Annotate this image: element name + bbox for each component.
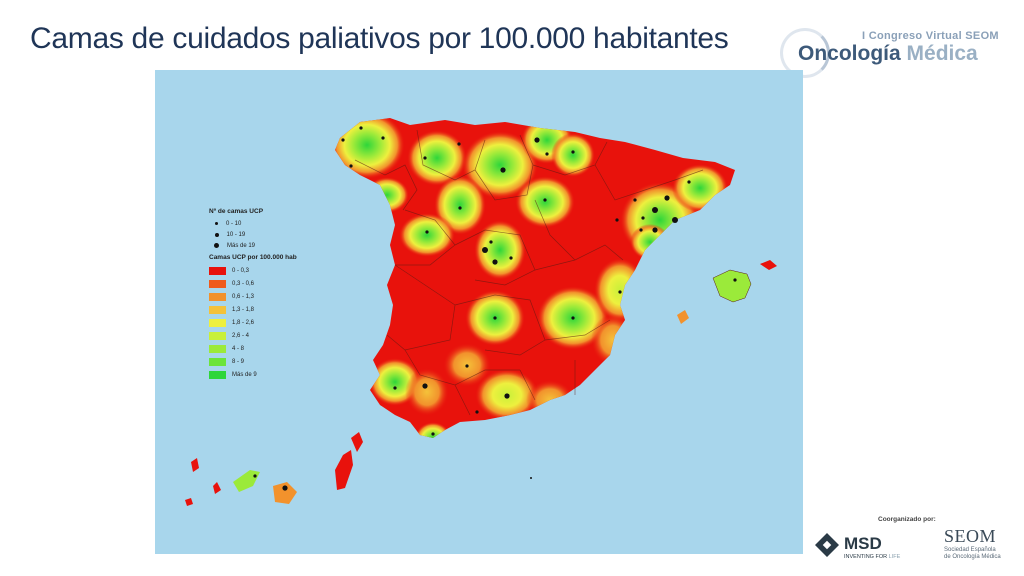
congress-ring-icon bbox=[780, 28, 830, 78]
msd-tag-b: LIFE bbox=[888, 554, 901, 560]
legend-rate-label: 0,6 - 1,3 bbox=[232, 293, 255, 300]
legend-swatch bbox=[209, 266, 226, 275]
legend-rate-row: 8 - 9 bbox=[209, 355, 329, 368]
legend-rate-row: 0 - 0,3 bbox=[209, 264, 329, 277]
legend-rate-label: 4 - 8 bbox=[232, 345, 245, 352]
legend-swatch bbox=[209, 370, 226, 379]
msd-mark-icon bbox=[815, 533, 839, 557]
seom-sub2: de Oncología Médica bbox=[944, 553, 1001, 560]
legend-beds-title: Nº de camas UCP bbox=[209, 208, 264, 215]
legend-rate-label: 2,6 - 4 bbox=[232, 332, 250, 339]
legend-beds-row: 0 - 10 bbox=[209, 218, 329, 229]
congress-name: Oncología Médica bbox=[798, 42, 978, 66]
legend-rate-row: 0,6 - 1,3 bbox=[209, 290, 329, 303]
congress-word-medica: Médica bbox=[906, 42, 978, 65]
legend-rate-row: 4 - 8 bbox=[209, 342, 329, 355]
legend-rate-label: 1,8 - 2,6 bbox=[232, 319, 255, 326]
balearic-islands bbox=[677, 260, 777, 324]
legend-beds-label: Más de 19 bbox=[227, 242, 256, 249]
congress-line: I Congreso Virtual SEOM bbox=[862, 30, 999, 42]
spain-palliative-map: Nº de camas UCP 0 - 10 10 - 19 Más de 19… bbox=[155, 70, 803, 554]
legend-rate-label: 0 - 0,3 bbox=[232, 267, 250, 274]
legend-swatch bbox=[209, 279, 226, 288]
msd-logo: MSD INVENTING FOR LIFE bbox=[814, 530, 914, 564]
legend-beds-row: Más de 19 bbox=[209, 240, 329, 251]
legend-rate-label: 1,3 - 1,8 bbox=[232, 306, 255, 313]
legend-rate-label: 0,3 - 0,6 bbox=[232, 280, 255, 287]
legend-rate-row: 1,8 - 2,6 bbox=[209, 316, 329, 329]
legend-rate-row: 0,3 - 0,6 bbox=[209, 277, 329, 290]
msd-tagline: INVENTING FOR LIFE bbox=[844, 554, 900, 560]
legend-beds-row: 10 - 19 bbox=[209, 229, 329, 240]
legend-swatch bbox=[209, 318, 226, 327]
seom-logo: SEOM Sociedad Española de Oncología Médi… bbox=[944, 526, 1016, 566]
congress-word-oncologia: Oncología bbox=[798, 42, 901, 65]
slide-title: Camas de cuidados paliativos por 100.000… bbox=[30, 22, 729, 55]
legend-swatch bbox=[209, 331, 226, 340]
legend-swatch bbox=[209, 305, 226, 314]
msd-name: MSD bbox=[844, 534, 882, 553]
canary-islands bbox=[185, 432, 363, 506]
legend-swatch bbox=[209, 292, 226, 301]
legend-rate-row: 2,6 - 4 bbox=[209, 329, 329, 342]
legend-rate-list: 0 - 0,3 0,3 - 0,6 0,6 - 1,3 1,3 - 1,8 1,8 - … bbox=[209, 264, 329, 381]
congress-logo: I Congreso Virtual SEOM Oncología Médica bbox=[780, 24, 1010, 82]
legend-beds-label: 10 - 19 bbox=[226, 231, 246, 238]
seom-sub1: Sociedad Española bbox=[944, 547, 996, 553]
legend-rate-title: Camas UCP por 100.000 hab bbox=[209, 254, 297, 261]
legend-rate-row: 1,3 - 1,8 bbox=[209, 303, 329, 316]
bed-markers bbox=[253, 126, 737, 491]
legend-rate-label: 8 - 9 bbox=[232, 358, 245, 365]
legend-swatch bbox=[209, 357, 226, 366]
large-dot-icon bbox=[214, 243, 219, 248]
legend-rate-label: Más de 9 bbox=[232, 371, 257, 378]
small-dot-icon bbox=[215, 222, 218, 225]
legend-swatch bbox=[209, 344, 226, 353]
map-legend: Nº de camas UCP 0 - 10 10 - 19 Más de 19… bbox=[209, 208, 329, 381]
legend-rate-row: Más de 9 bbox=[209, 368, 329, 381]
organized-by-label: Coorganizado por: bbox=[878, 516, 936, 523]
province-borders bbox=[354, 129, 704, 416]
msd-tag-a: INVENTING FOR bbox=[844, 554, 889, 560]
legend-beds-label: 0 - 10 bbox=[226, 220, 242, 227]
medium-dot-icon bbox=[214, 232, 219, 237]
seom-name: SEOM bbox=[944, 526, 997, 546]
map-svg bbox=[155, 70, 803, 554]
